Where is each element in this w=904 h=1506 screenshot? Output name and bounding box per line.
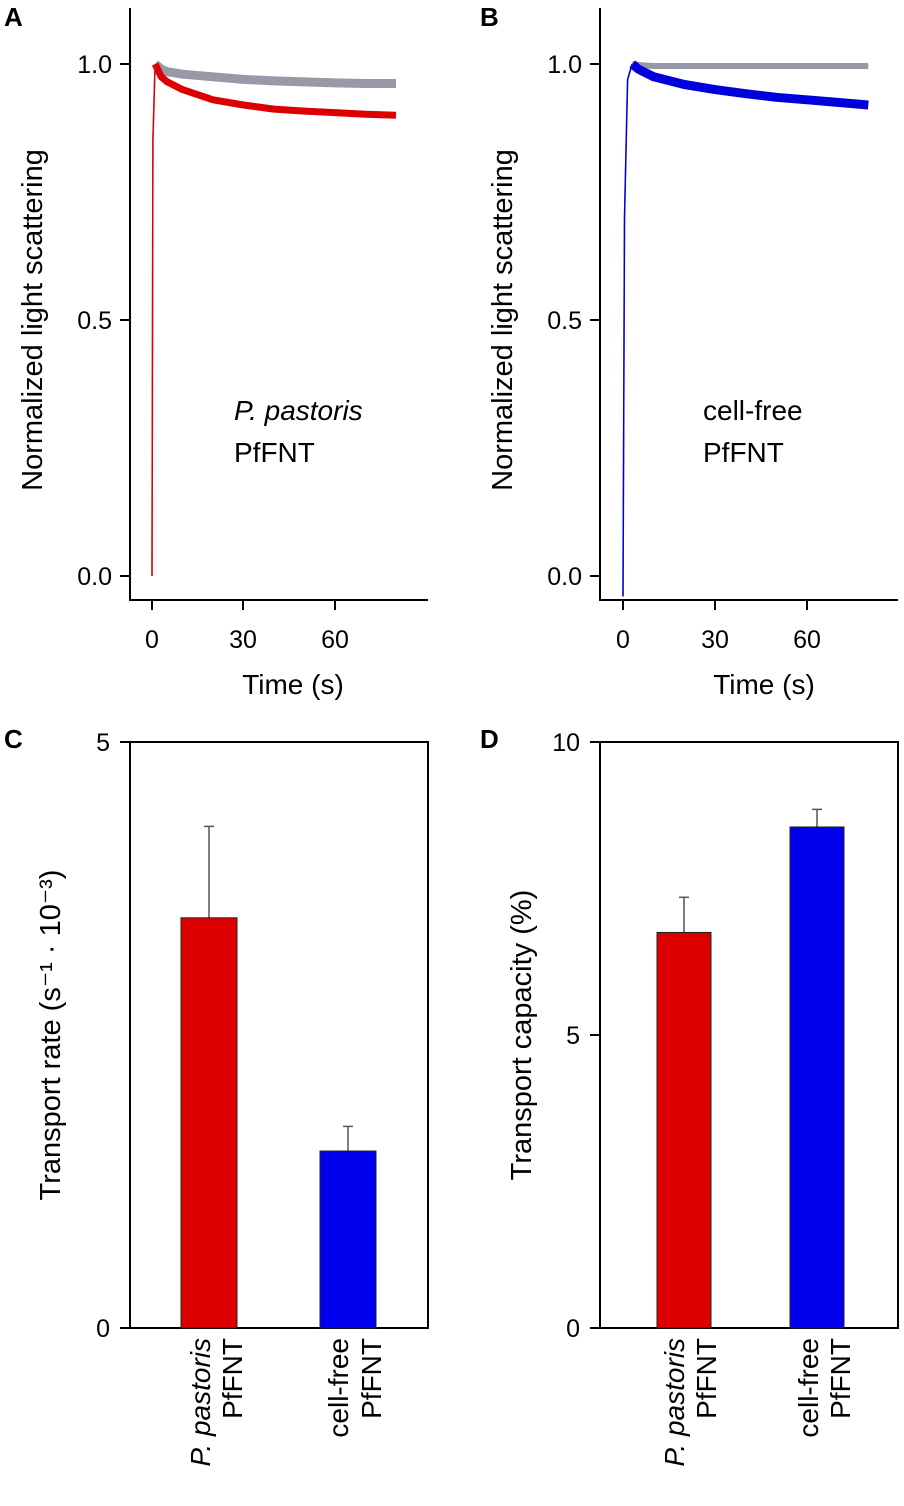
panel-letter-d: D: [480, 724, 499, 754]
panel-a-annotation-protein: PfFNT: [234, 437, 315, 468]
panel-b-axes: [599, 8, 898, 601]
panel-d-ytick-label-10: 10: [552, 729, 580, 757]
panel-a-series-control-line: [152, 60, 396, 88]
panel-a-ylabel: Normalized light scattering: [17, 149, 49, 491]
panel-d-category-2-line2: PfFNT: [825, 1338, 856, 1419]
panel-d-bar-ppastoris: [656, 931, 712, 1329]
panel-c-ylabel: Transport rate (s⁻¹ · 10⁻³): [35, 870, 67, 1201]
panel-b-ytick-label-0: 0.0: [547, 563, 582, 591]
panel-c-ytick-label-0: 0: [96, 1315, 110, 1343]
panel-b-annotation-system: cell-free: [703, 395, 803, 426]
panel-d-category-2-line1: cell-free: [793, 1338, 824, 1438]
panel-b-xtick-marks: [622, 600, 808, 610]
panel-c-category-1-line1: P. pastoris: [185, 1338, 216, 1467]
panel-b-ytick-label-05: 0.5: [547, 307, 582, 335]
panel-b-xtick-label-60: 60: [793, 626, 821, 654]
panel-a-annotation-species: P. pastoris: [234, 395, 363, 426]
panel-a-ytick-label-1: 1.0: [77, 51, 112, 79]
panel-a-xlabel: Time (s): [242, 669, 344, 700]
panel-letter-b: B: [480, 2, 499, 32]
panel-d-ylabel: Transport capacity (%): [506, 890, 538, 1181]
panel-a-axes: [129, 8, 428, 601]
panel-d: Transport capacity (%) 0 5 10 P. pastori…: [506, 729, 899, 1467]
panel-d-bar-cellfree: [789, 826, 845, 1329]
panel-a-ytick-marks: [120, 63, 130, 577]
panel-c-bar-ppastoris: [180, 917, 238, 1329]
panel-b-ytick-marks: [590, 63, 600, 577]
panel-b-ytick-label-1: 1.0: [547, 51, 582, 79]
panel-b-xtick-label-30: 30: [701, 626, 729, 654]
panel-c-category-2-line1: cell-free: [323, 1338, 354, 1438]
panel-d-category-1-line1: P. pastoris: [659, 1338, 690, 1467]
panel-letter-c: C: [4, 724, 23, 754]
panel-b-annotation-protein: PfFNT: [703, 437, 784, 468]
panel-b-series-control-line: [631, 61, 869, 69]
panel-a-xtick-label-30: 30: [229, 626, 257, 654]
panel-a-xtick-marks: [151, 600, 336, 610]
panel-b: Normalized light scattering 0.0 0.5 1.0 …: [487, 8, 898, 700]
panel-c-category-1-line2: PfFNT: [217, 1338, 248, 1419]
panel-a-ytick-label-05: 0.5: [77, 307, 112, 335]
panel-b-series-pfFNT-rise: [622, 63, 633, 597]
panel-a-ytick-label-0: 0.0: [77, 563, 112, 591]
panel-b-series-pfFNT-line: [629, 60, 869, 110]
panel-d-frame: [599, 741, 899, 1329]
panel-c-ytick-label-5: 5: [96, 729, 110, 757]
panel-c: Transport rate (s⁻¹ · 10⁻³) 0 5 P. pasto…: [35, 729, 429, 1467]
panel-a-xtick-label-60: 60: [321, 626, 349, 654]
panel-d-ytick-marks: [590, 741, 600, 1329]
panel-c-frame: [129, 741, 429, 1329]
panel-b-ylabel: Normalized light scattering: [487, 149, 519, 491]
panel-c-bar-cellfree: [319, 1150, 377, 1329]
panel-c-category-2-line2: PfFNT: [356, 1338, 387, 1419]
panel-c-ytick-marks: [120, 741, 130, 1329]
panel-letter-a: A: [4, 2, 23, 32]
panel-a-series-pfFNT-line: [151, 62, 397, 119]
panel-b-xlabel: Time (s): [713, 669, 815, 700]
panel-d-ytick-label-5: 5: [566, 1022, 580, 1050]
panel-a-series-pfFNT-rise: [151, 63, 156, 577]
panel-b-xtick-label-0: 0: [616, 626, 630, 654]
panel-a: Normalized light scattering 0.0 0.5 1.0 …: [17, 8, 428, 700]
panel-a-xtick-label-0: 0: [145, 626, 159, 654]
panel-d-category-1-line2: PfFNT: [691, 1338, 722, 1419]
panel-d-ytick-label-0: 0: [566, 1315, 580, 1343]
